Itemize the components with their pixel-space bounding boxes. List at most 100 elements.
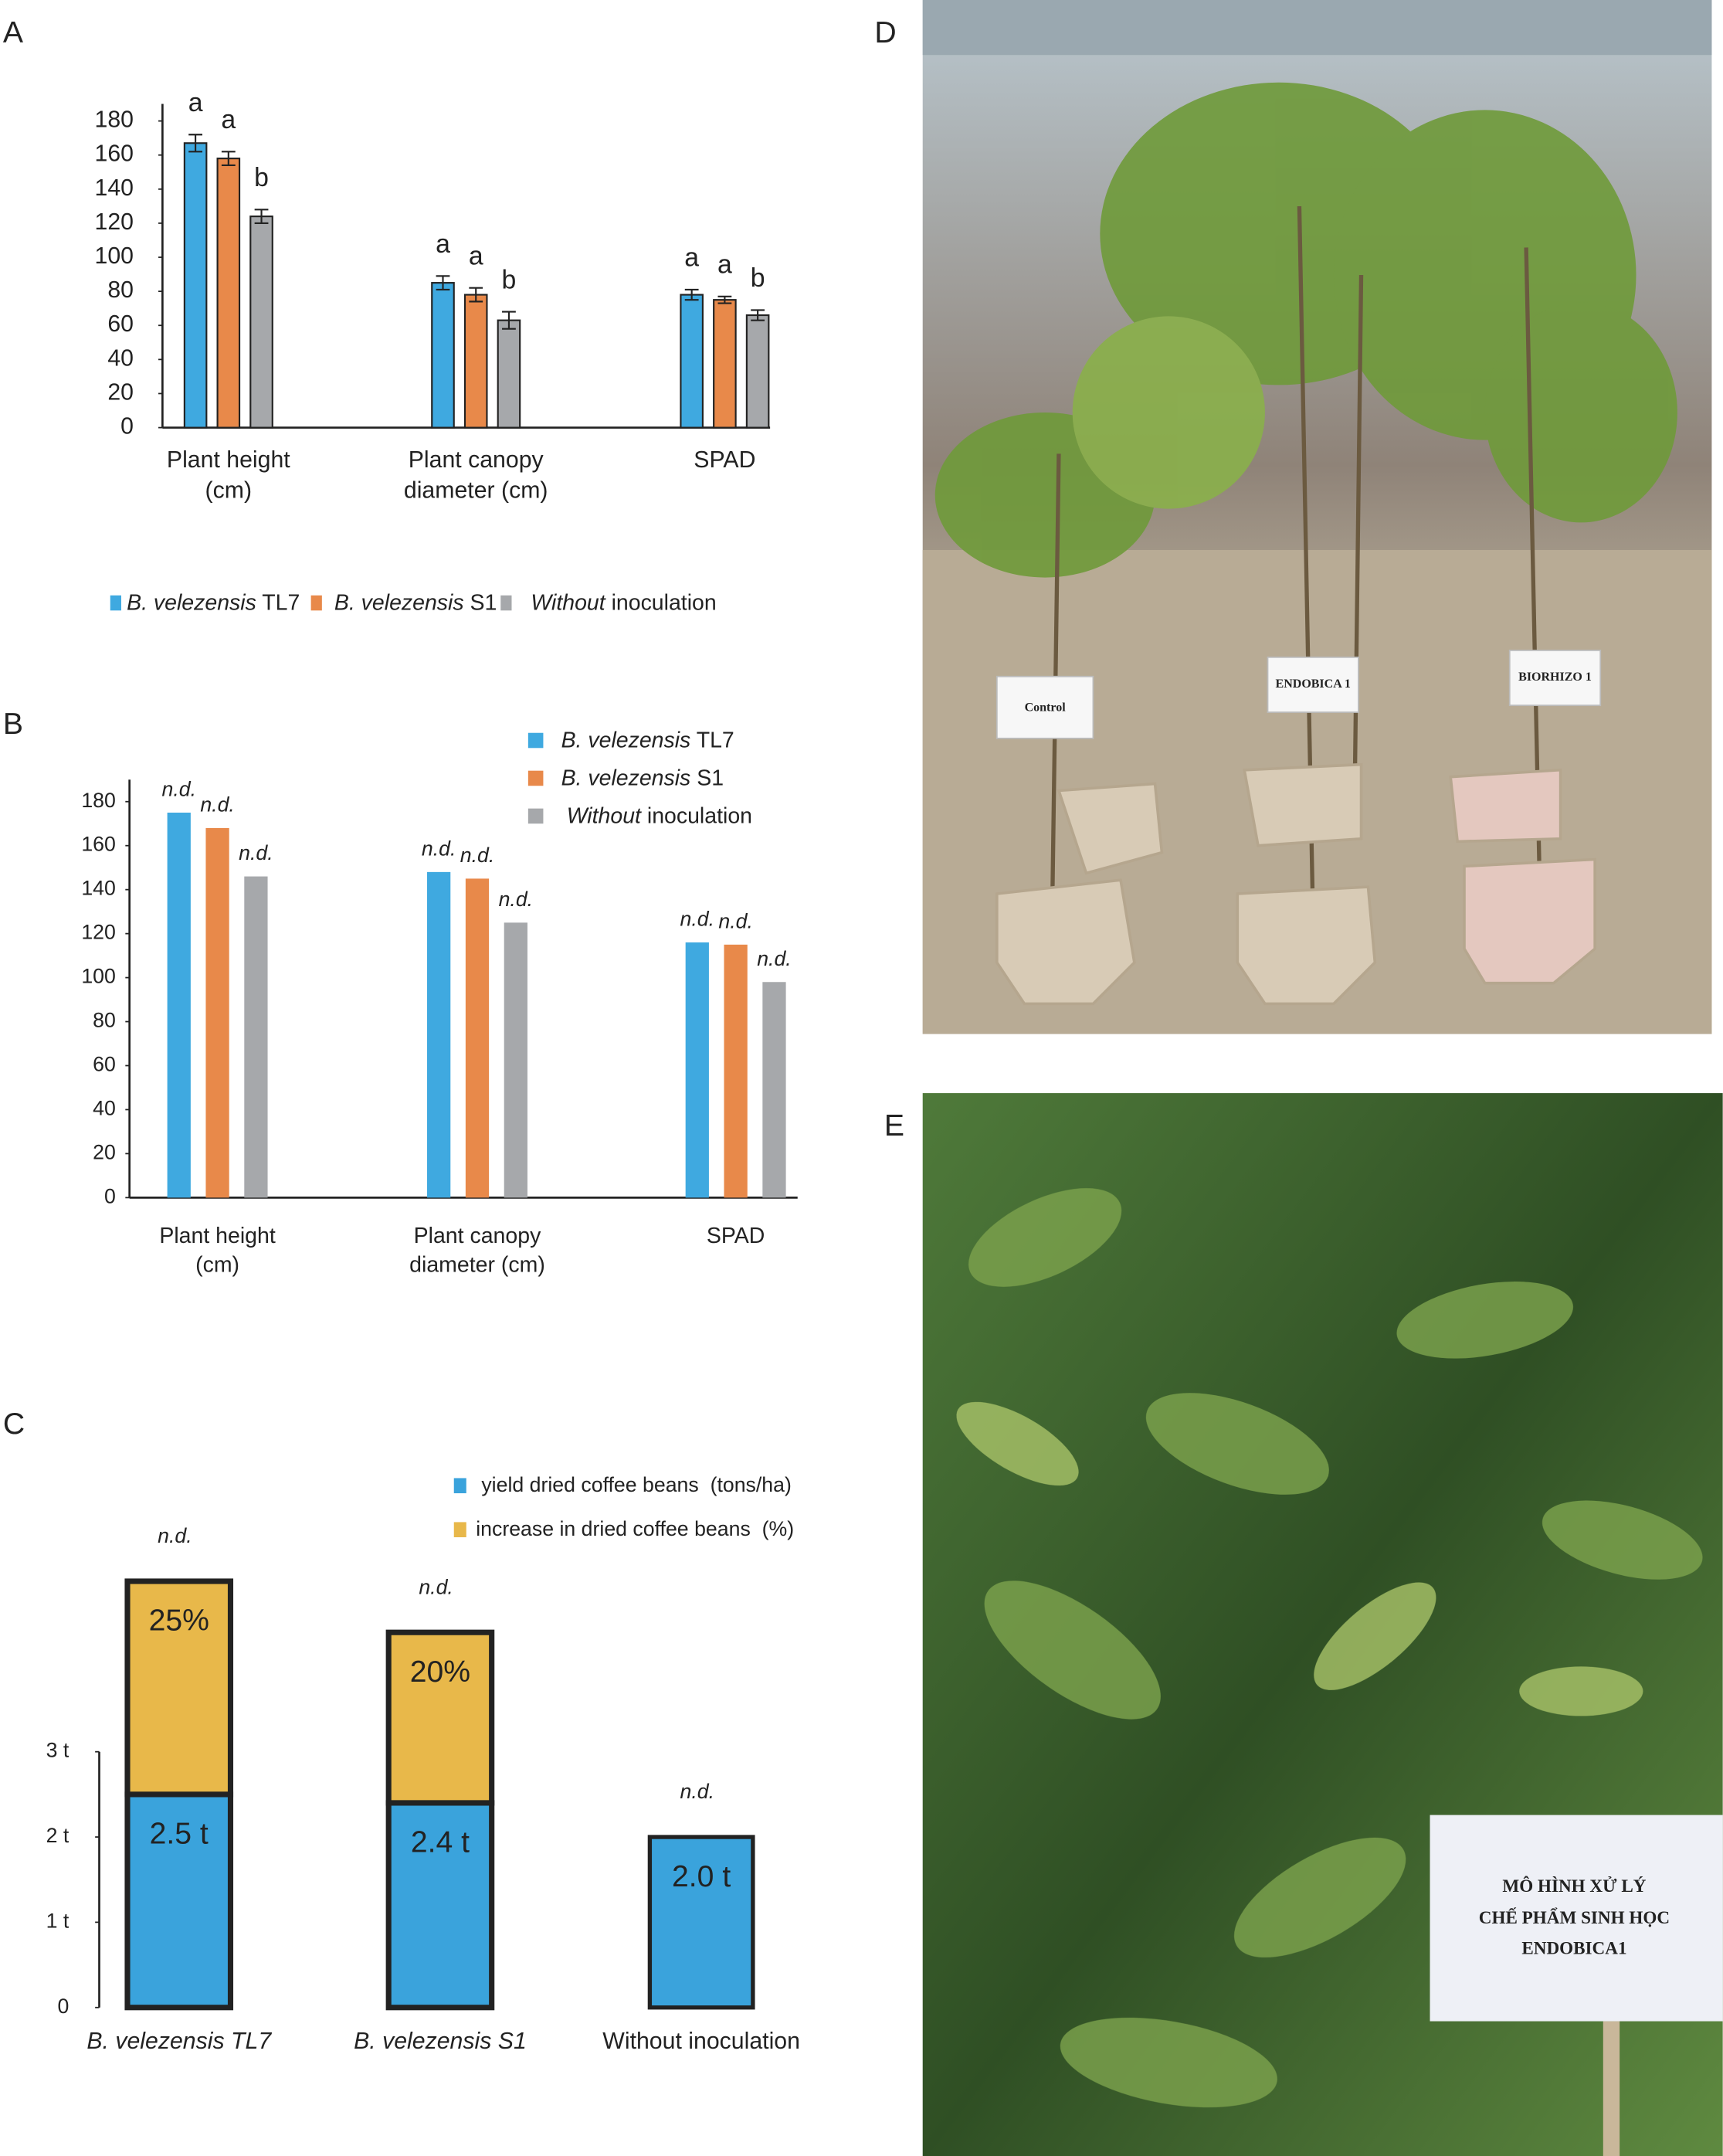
legend-label: B. velezensis TL7	[127, 590, 300, 615]
sign-text: MÔ HÌNH XỬ LÝ	[1502, 1876, 1646, 1896]
legend-label: B. velezensis S1	[561, 766, 724, 790]
sign-text: ENDOBICA1	[1521, 1938, 1626, 1958]
error-bar	[717, 295, 732, 304]
bar-annotation: n.d.	[680, 908, 715, 931]
bar-annotation: n.d.	[718, 909, 753, 932]
y-tick-label: 60	[107, 311, 134, 337]
y-tick-label: 20	[107, 379, 134, 405]
data-label: 2.4 t	[411, 1826, 470, 1859]
bar	[427, 871, 451, 1198]
data-label: 25%	[149, 1604, 209, 1638]
panel-label: D	[874, 16, 896, 49]
bar-annotation: n.d.	[161, 778, 196, 801]
bar-annotation: a	[221, 105, 236, 134]
bar-annotation: a	[469, 242, 483, 271]
x-tick-label-box: B. velezensis S1	[354, 2028, 527, 2055]
y-tick-label: 80	[93, 1009, 116, 1032]
bar-annotation: a	[436, 229, 450, 259]
sign-text: ENDOBICA 1	[1276, 677, 1351, 691]
x-tick-label-box: Plant canopy diameter (cm)	[403, 446, 548, 504]
y-tick-label: 0	[58, 1995, 70, 2018]
bar	[431, 282, 455, 429]
bar	[497, 319, 521, 429]
x-tick-label-box: Plant height (cm)	[159, 1224, 276, 1278]
x-tick-label: Plant canopy diameter (cm)	[403, 446, 548, 504]
sign-text: CHẾ PHẨM SINH HỌC	[1479, 1907, 1670, 1928]
x-tick-label: Plant canopy diameter (cm)	[409, 1224, 545, 1278]
y-tick-label: 60	[93, 1053, 116, 1076]
panel-label: E	[884, 1109, 904, 1143]
error-bar	[188, 134, 203, 153]
sign-text: Control	[1025, 701, 1067, 714]
x-tick-label-box: B. velezensis TL7	[86, 2028, 272, 2055]
x-tick-label: Plant height (cm)	[159, 1224, 276, 1278]
bar	[167, 812, 191, 1198]
bar	[216, 158, 241, 429]
photo-greenhouse: Control ENDOBICA 1 BIORHIZO 1	[922, 0, 1712, 1034]
data-label: 2.0 t	[672, 1860, 731, 1893]
legend-label: B. velezensis S1	[334, 590, 497, 615]
bar-segment	[647, 1835, 755, 2010]
bar-segment	[124, 1578, 234, 1798]
bar	[249, 216, 273, 429]
bar-annotation: n.d.	[499, 888, 534, 911]
legend-swatch	[500, 595, 512, 611]
legend-label: Without inoculation	[531, 590, 716, 615]
bar	[713, 299, 737, 429]
bar	[205, 827, 229, 1198]
panel-label: C	[3, 1407, 25, 1441]
bar	[504, 922, 527, 1198]
panel-label: B	[3, 708, 23, 741]
bar-annotation: n.d.	[200, 793, 235, 816]
x-tick-label: Without inoculation	[602, 2028, 800, 2055]
error-bar	[684, 288, 699, 301]
bar-annotation: b	[502, 265, 517, 294]
x-tick-label-box: SPAD	[694, 446, 756, 474]
legend-swatch	[310, 595, 322, 611]
y-tick-label: 160	[81, 833, 116, 856]
legend-swatch	[527, 808, 544, 824]
bar-annotation: n.d.	[460, 844, 495, 867]
y-tick-label: 40	[107, 345, 134, 371]
bar-annotation: n.d.	[757, 947, 792, 970]
bar-annotation: n.d.	[680, 1780, 715, 1803]
y-tick-label: 2 t	[46, 1824, 70, 1847]
y-tick-label: 160	[95, 141, 134, 167]
x-tick-label: Plant height (cm)	[166, 446, 290, 504]
legend-label: B. velezensis TL7	[561, 728, 734, 752]
bar-annotation: a	[717, 250, 732, 280]
bar	[465, 878, 490, 1198]
x-tick-label: B. velezensis S1	[354, 2028, 527, 2055]
error-bar	[254, 209, 269, 224]
y-tick-label: 20	[93, 1140, 116, 1163]
bar-segment	[124, 1791, 234, 2011]
x-tick-label: SPAD	[694, 446, 756, 474]
y-tick-label: 3 t	[46, 1739, 70, 1762]
data-label: 20%	[410, 1655, 470, 1689]
sign-text: BIORHIZO 1	[1518, 671, 1592, 684]
x-tick-label-box: SPAD	[707, 1225, 765, 1248]
x-tick-label: B. velezensis TL7	[86, 2028, 272, 2055]
photo-coffee-plants: MÔ HÌNH XỬ LÝ CHẾ PHẨM SINH HỌC ENDOBICA…	[922, 1093, 1723, 2156]
y-tick-label: 1 t	[46, 1909, 70, 1932]
error-bar	[221, 151, 236, 167]
legend-swatch	[110, 595, 121, 611]
bar	[724, 944, 748, 1198]
bar	[183, 142, 208, 429]
error-bar	[502, 311, 516, 330]
bar-annotation: b	[254, 163, 269, 192]
y-tick-label: 80	[107, 277, 134, 303]
y-tick-label: 40	[93, 1096, 116, 1119]
bar-segment	[385, 1800, 495, 2011]
y-tick-label: 140	[81, 877, 116, 900]
bar-annotation: n.d.	[239, 841, 273, 864]
bar-annotation: n.d.	[422, 837, 456, 860]
bar-annotation: n.d.	[419, 1575, 453, 1598]
bar-annotation: a	[684, 243, 699, 273]
x-tick-label-box: Plant height (cm)	[166, 446, 290, 504]
bar-annotation: a	[188, 88, 203, 117]
y-tick-label: 140	[95, 175, 134, 201]
x-tick-label-box: Plant canopy diameter (cm)	[409, 1224, 545, 1278]
panel-labels: A B C D E	[3, 16, 904, 1441]
